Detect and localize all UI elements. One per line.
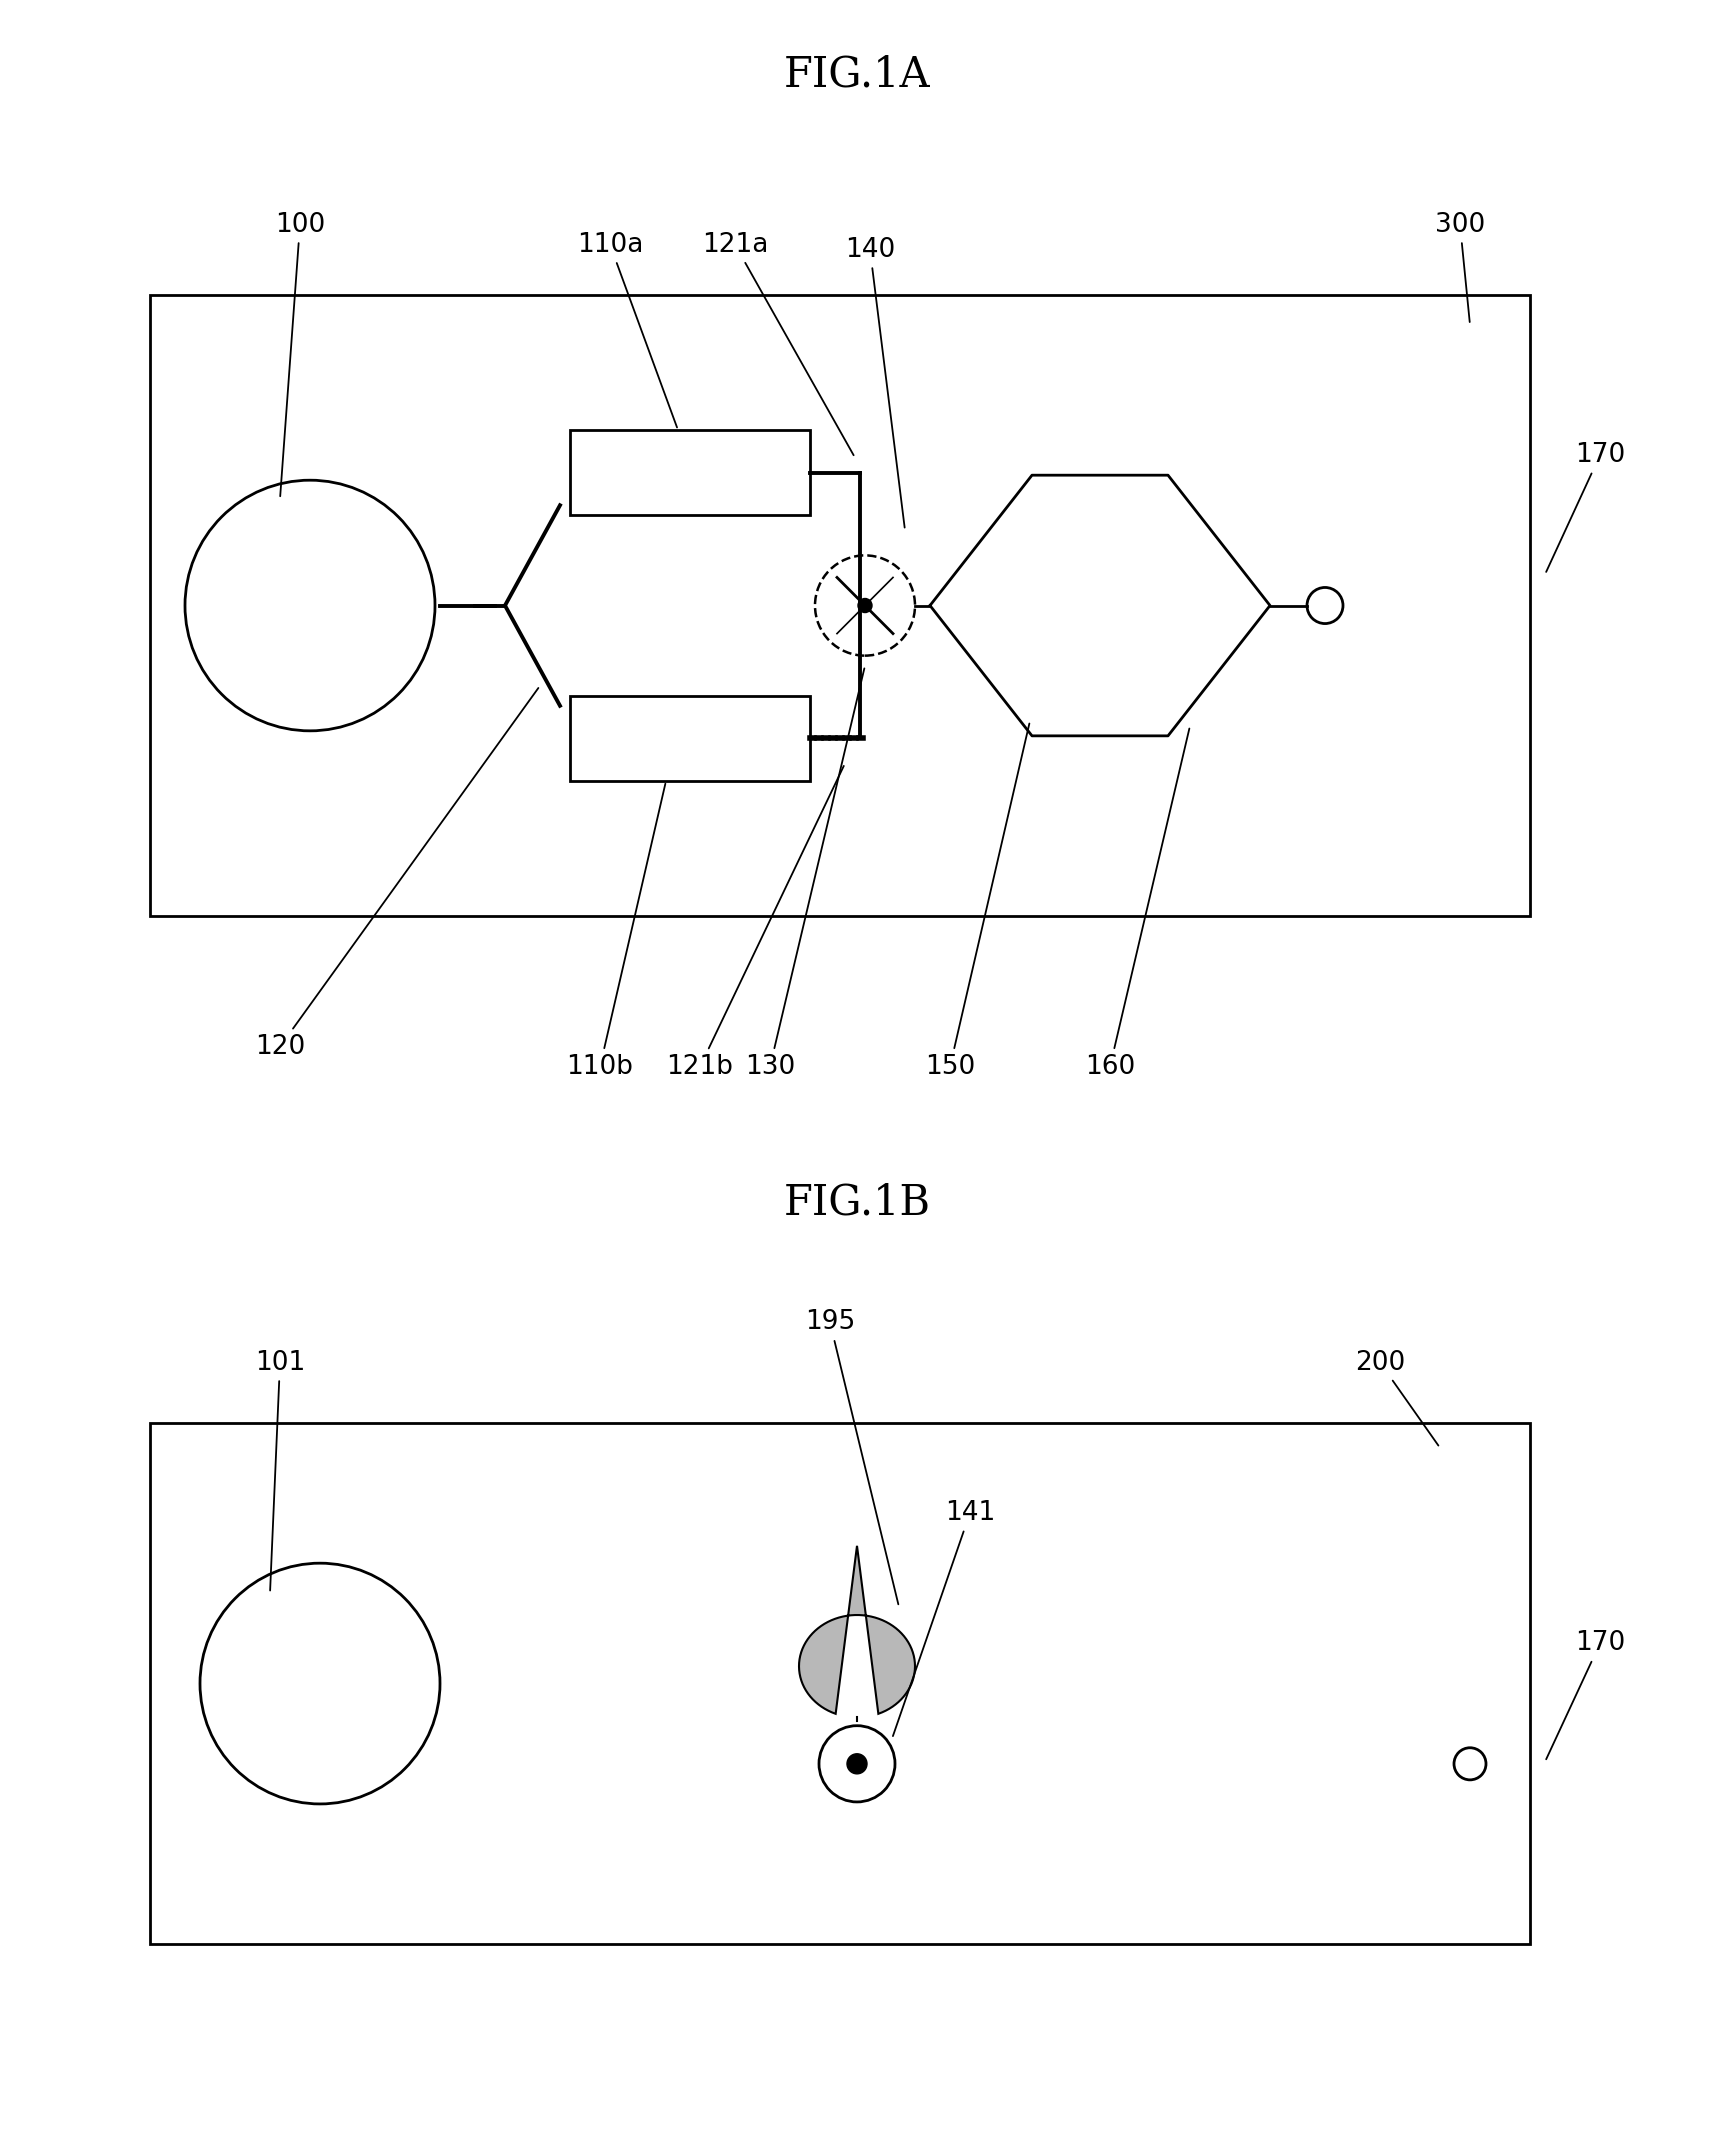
Text: 120: 120 (255, 689, 538, 1060)
Text: 121b: 121b (667, 766, 843, 1079)
Text: 121a: 121a (701, 232, 854, 455)
Circle shape (859, 598, 872, 613)
Text: FIG.1A: FIG.1A (783, 54, 931, 94)
Text: 150: 150 (926, 723, 1030, 1079)
Circle shape (201, 1564, 440, 1804)
Bar (571, 695, 811, 781)
Text: 170: 170 (1546, 1630, 1625, 1759)
Text: 195: 195 (806, 1308, 898, 1604)
Text: 110b: 110b (567, 783, 665, 1079)
Text: 141: 141 (893, 1499, 996, 1735)
Circle shape (847, 1755, 867, 1774)
Polygon shape (799, 1547, 915, 1714)
Circle shape (819, 1727, 895, 1802)
Bar (571, 431, 811, 515)
Text: 100: 100 (274, 212, 326, 495)
Circle shape (814, 556, 915, 656)
Text: 200: 200 (1354, 1349, 1438, 1446)
Circle shape (1308, 588, 1344, 624)
Text: 140: 140 (845, 236, 905, 528)
Bar (151, 294, 1531, 916)
Text: 160: 160 (1085, 729, 1190, 1079)
Text: 300: 300 (1435, 212, 1484, 322)
Bar (151, 1422, 1531, 1943)
Circle shape (185, 480, 435, 731)
Text: 170: 170 (1546, 442, 1625, 573)
Text: 101: 101 (255, 1349, 305, 1589)
Text: 110a: 110a (578, 232, 677, 427)
Text: 130: 130 (746, 669, 864, 1079)
Text: FIG.1B: FIG.1B (783, 1182, 931, 1223)
Circle shape (1453, 1748, 1486, 1780)
